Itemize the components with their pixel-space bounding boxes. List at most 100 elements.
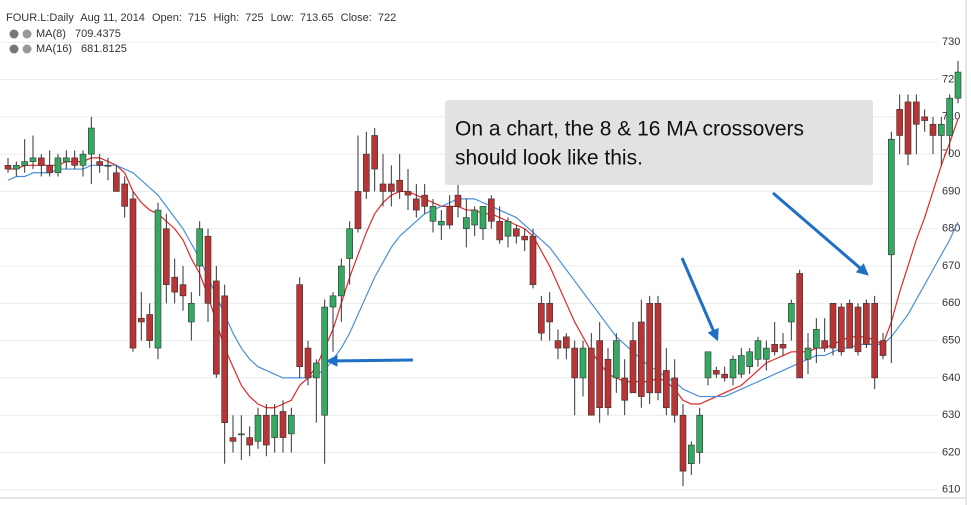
candle-body bbox=[96, 161, 103, 166]
candle-body bbox=[863, 303, 870, 345]
candle-body bbox=[954, 71, 962, 99]
candle-body bbox=[404, 191, 412, 196]
candle-body bbox=[754, 340, 762, 360]
candle-body bbox=[571, 347, 578, 379]
low-label: Low: bbox=[271, 12, 294, 24]
candle-body bbox=[896, 109, 903, 136]
legend-value: 681.8125 bbox=[81, 43, 127, 55]
candle-body bbox=[29, 157, 37, 162]
candle-body bbox=[321, 306, 328, 416]
candle-body bbox=[338, 265, 345, 297]
y-tick-label: 700 bbox=[942, 148, 960, 160]
candle-body bbox=[838, 306, 845, 353]
candle-body bbox=[379, 183, 387, 192]
candle-body bbox=[513, 228, 520, 237]
candle-body bbox=[363, 153, 370, 192]
candle-body bbox=[38, 157, 45, 166]
candle-body bbox=[788, 303, 795, 323]
y-tick-label: 730 bbox=[942, 36, 960, 48]
candle-body bbox=[688, 444, 695, 464]
candle-body bbox=[629, 340, 637, 394]
open-label: Open: bbox=[152, 12, 182, 24]
legend-icon bbox=[9, 29, 19, 39]
annotation-line: On a chart, the 8 & 16 MA crossovers bbox=[455, 118, 804, 141]
y-tick-label: 660 bbox=[942, 297, 960, 309]
candle-body bbox=[104, 165, 112, 167]
candle-body bbox=[763, 347, 770, 360]
close-value: 722 bbox=[378, 12, 396, 24]
arrow bbox=[325, 354, 414, 367]
candle-body bbox=[146, 314, 153, 341]
candle-body bbox=[879, 340, 887, 356]
candle-body bbox=[496, 220, 503, 241]
candle-body bbox=[238, 433, 245, 436]
candle-body bbox=[454, 194, 462, 207]
candle-body bbox=[488, 198, 495, 222]
candle-body bbox=[621, 377, 628, 401]
candle-body bbox=[71, 157, 78, 166]
candle-body bbox=[54, 157, 62, 174]
candle-body bbox=[604, 358, 612, 409]
legend-name: MA(8) bbox=[36, 28, 66, 40]
candle-body bbox=[438, 220, 445, 226]
candle-body bbox=[388, 183, 395, 192]
candle-body bbox=[204, 235, 212, 304]
candle-body bbox=[921, 116, 928, 121]
candle-body bbox=[463, 217, 470, 230]
y-tick-label: 650 bbox=[942, 335, 960, 347]
candle-body bbox=[254, 414, 262, 442]
candle-body bbox=[213, 280, 220, 375]
candle-body bbox=[888, 138, 895, 256]
candle-body bbox=[263, 414, 270, 446]
candle-body bbox=[504, 220, 512, 237]
candle-body bbox=[713, 370, 720, 375]
candle-body bbox=[904, 101, 912, 155]
candle-body bbox=[446, 206, 453, 226]
candle-body bbox=[196, 228, 203, 267]
candle-body bbox=[671, 377, 678, 416]
candle-body bbox=[138, 317, 145, 323]
close-label: Close: bbox=[341, 12, 372, 24]
candle-body bbox=[13, 165, 20, 170]
candle-body bbox=[654, 303, 662, 394]
candle-body bbox=[471, 209, 478, 226]
candle-body bbox=[296, 284, 303, 368]
y-tick-label: 610 bbox=[942, 484, 960, 496]
candle-body bbox=[929, 123, 937, 136]
header: FOUR.L:Daily Aug 11, 2014 Open: 715 High… bbox=[6, 12, 396, 24]
candle-body bbox=[588, 347, 595, 416]
high-label: High: bbox=[213, 12, 239, 24]
arrow bbox=[680, 257, 719, 342]
candle-body bbox=[579, 347, 587, 379]
candle-body bbox=[554, 340, 562, 349]
candle-body bbox=[779, 344, 787, 349]
low-value: 713.65 bbox=[300, 12, 334, 24]
candle-body bbox=[113, 172, 120, 192]
candle-body bbox=[21, 161, 28, 166]
legend-value: 709.4375 bbox=[75, 28, 121, 40]
candle-body bbox=[646, 303, 653, 394]
candle-body bbox=[313, 362, 320, 379]
candle-body bbox=[354, 191, 362, 230]
candle-body bbox=[613, 340, 620, 379]
candle-body bbox=[704, 351, 712, 379]
date: Aug 11, 2014 bbox=[80, 12, 145, 24]
candle-body bbox=[4, 165, 12, 170]
candle-body bbox=[854, 306, 862, 353]
legend-icon bbox=[22, 29, 32, 39]
candle-body bbox=[179, 284, 187, 297]
candle-body bbox=[729, 358, 737, 379]
candle-body bbox=[121, 183, 128, 207]
candle-body bbox=[63, 157, 70, 162]
legend-icon bbox=[9, 44, 19, 54]
candle-body bbox=[529, 235, 537, 285]
arrows bbox=[325, 191, 869, 367]
legend-icon bbox=[22, 44, 32, 54]
candle-body bbox=[479, 206, 487, 230]
candle-body bbox=[871, 303, 878, 379]
y-tick-label: 680 bbox=[942, 223, 960, 235]
y-tick-label: 690 bbox=[942, 185, 960, 197]
candle-body bbox=[421, 194, 428, 207]
candle-body bbox=[813, 329, 820, 349]
candle-body bbox=[663, 370, 670, 409]
